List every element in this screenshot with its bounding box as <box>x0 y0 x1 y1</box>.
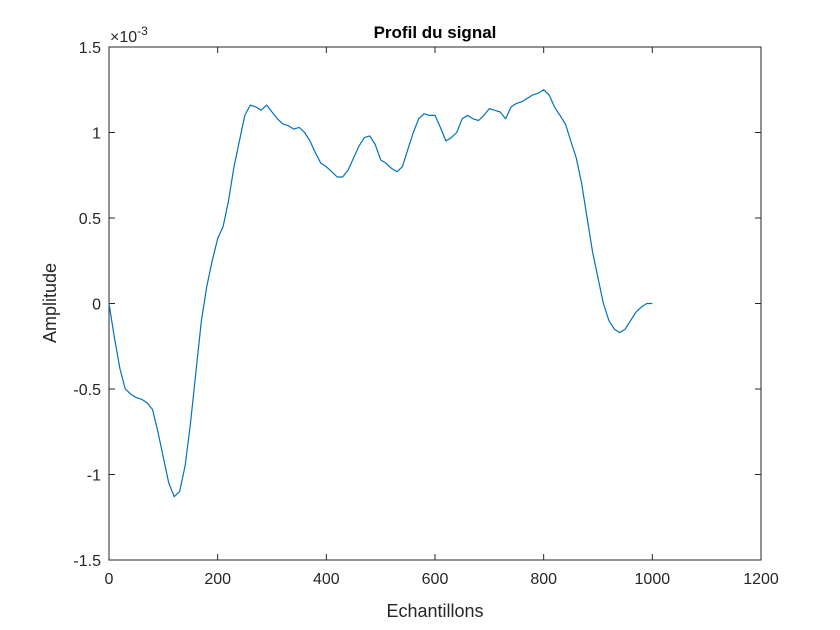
series-line-0 <box>108 89 653 498</box>
x-tick-label: 800 <box>530 571 557 588</box>
y-exponent-power: -3 <box>137 24 148 38</box>
x-tick-label: 400 <box>313 571 340 588</box>
y-tick-label: 1.5 <box>79 40 101 57</box>
y-exponent-base: ×10 <box>110 29 137 46</box>
x-tick-label: 200 <box>204 571 231 588</box>
y-tick-label: -0.5 <box>73 382 101 399</box>
y-tick-label: 0.5 <box>79 211 101 228</box>
tick-marks <box>108 46 762 561</box>
plot-area <box>108 46 762 561</box>
x-tick-label: 1200 <box>743 571 779 588</box>
y-tick-label: -1.5 <box>73 553 101 570</box>
chart-title: Profil du signal <box>374 23 497 42</box>
y-axis-title: Amplitude <box>40 263 60 343</box>
x-tick-label: 600 <box>422 571 449 588</box>
y-tick-label: 0 <box>92 297 101 314</box>
y-tick-label: -1 <box>87 468 101 485</box>
data-lines <box>108 89 653 498</box>
tick-labels: 0 200 400 600 800 1000 1200 -1.5 -1 -0.5 0 0.5 1 1.5 <box>73 40 778 588</box>
x-tick-label: 1000 <box>635 571 671 588</box>
y-exponent-label: ×10-3 <box>110 24 148 46</box>
x-axis-title: Echantillons <box>386 601 483 621</box>
y-tick-label: 1 <box>92 126 101 143</box>
x-tick-label: 0 <box>105 571 114 588</box>
